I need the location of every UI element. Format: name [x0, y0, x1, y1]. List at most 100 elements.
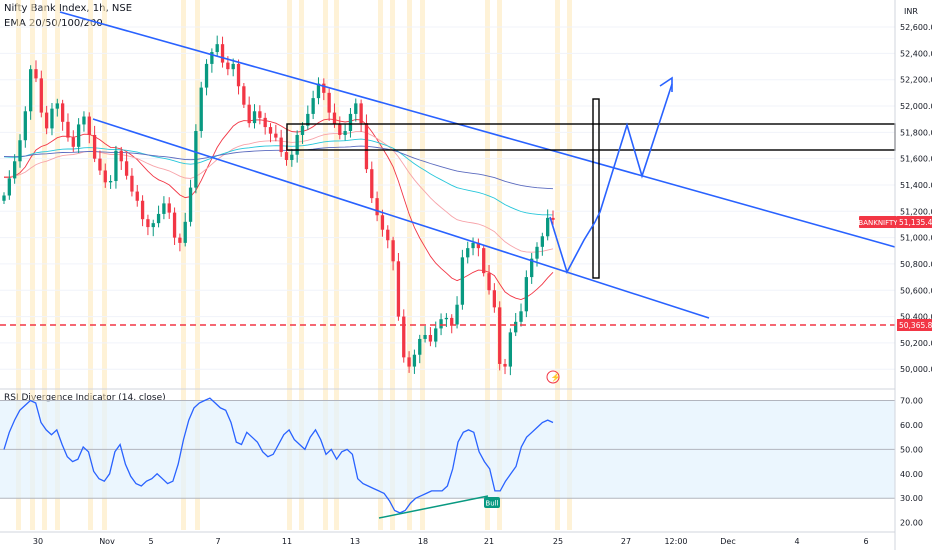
candle[interactable] [162, 203, 166, 214]
rsi-pane[interactable] [0, 388, 895, 514]
candle[interactable] [359, 103, 363, 124]
candle[interactable] [364, 123, 369, 170]
candle[interactable] [514, 321, 518, 333]
candle[interactable] [418, 338, 422, 355]
candle[interactable] [535, 246, 539, 259]
candle[interactable] [50, 108, 54, 129]
candle[interactable] [322, 83, 326, 93]
candle[interactable] [13, 161, 17, 179]
candle[interactable] [44, 112, 49, 129]
candle[interactable] [82, 116, 86, 125]
candle[interactable] [306, 113, 310, 126]
candle[interactable] [300, 125, 305, 135]
candle[interactable] [39, 78, 43, 113]
candle[interactable] [151, 223, 155, 228]
candle[interactable] [434, 328, 438, 342]
candle[interactable] [231, 63, 235, 70]
candle[interactable] [391, 240, 395, 262]
candle[interactable] [60, 103, 65, 122]
candle[interactable] [194, 131, 198, 188]
candle[interactable] [103, 170, 107, 183]
candle[interactable] [402, 316, 406, 358]
candle[interactable] [466, 248, 470, 258]
candle[interactable] [375, 198, 379, 216]
candle[interactable] [407, 357, 411, 367]
candle[interactable] [482, 248, 486, 274]
candle[interactable] [492, 290, 497, 308]
candles[interactable] [2, 35, 555, 376]
candle[interactable] [428, 334, 433, 342]
candle[interactable] [124, 161, 129, 176]
candle[interactable] [258, 111, 262, 118]
candle[interactable] [439, 319, 443, 329]
candle[interactable] [188, 187, 193, 222]
candle[interactable] [476, 242, 481, 249]
candle[interactable] [540, 236, 544, 247]
candle[interactable] [18, 140, 22, 162]
candle[interactable] [343, 131, 347, 135]
candle[interactable] [412, 354, 417, 367]
candle[interactable] [71, 137, 75, 147]
candle[interactable] [524, 277, 529, 312]
candle[interactable] [396, 261, 401, 317]
candle[interactable] [204, 63, 209, 88]
candle[interactable] [226, 62, 230, 70]
candle[interactable] [28, 69, 33, 112]
candle[interactable] [498, 307, 502, 364]
candle[interactable] [450, 317, 454, 325]
candle[interactable] [34, 69, 38, 79]
candle[interactable] [311, 98, 315, 114]
candle[interactable] [66, 121, 70, 138]
lower-trendline[interactable] [92, 118, 710, 319]
candle[interactable] [444, 317, 449, 320]
candle[interactable] [156, 213, 161, 224]
candle[interactable] [242, 86, 246, 105]
candle[interactable] [98, 158, 102, 171]
candle[interactable] [146, 219, 150, 228]
candle[interactable] [130, 175, 134, 192]
candle[interactable] [167, 203, 171, 213]
candle[interactable] [7, 178, 11, 196]
candle[interactable] [268, 127, 273, 134]
candle[interactable] [295, 134, 299, 155]
candle[interactable] [76, 124, 81, 147]
candle[interactable] [386, 229, 390, 241]
candle[interactable] [199, 87, 203, 132]
candle[interactable] [55, 103, 59, 109]
candle[interactable] [172, 212, 177, 238]
target-range-box[interactable] [592, 98, 600, 279]
projection-path[interactable] [549, 83, 673, 275]
candle[interactable] [140, 200, 145, 220]
candle[interactable] [23, 111, 27, 141]
candle[interactable] [551, 217, 555, 220]
candle[interactable] [263, 117, 267, 128]
candle[interactable] [530, 258, 534, 278]
candle[interactable] [290, 154, 294, 160]
candle[interactable] [220, 44, 225, 63]
candle[interactable] [215, 44, 219, 53]
candle[interactable] [455, 304, 459, 325]
candle[interactable] [460, 257, 465, 305]
candle[interactable] [338, 124, 342, 135]
candle[interactable] [236, 63, 241, 87]
candle[interactable] [370, 169, 374, 199]
candle[interactable] [332, 112, 337, 125]
drawings[interactable]: ⚡ [0, 11, 896, 384]
candle[interactable] [247, 104, 251, 124]
candle[interactable] [183, 221, 187, 243]
candle[interactable] [210, 52, 214, 64]
candle[interactable] [114, 150, 118, 182]
candle[interactable] [284, 152, 289, 160]
candle[interactable] [546, 217, 550, 237]
candle[interactable] [252, 111, 257, 124]
candle[interactable] [135, 191, 139, 201]
rsi-line[interactable] [3, 397, 554, 514]
candle[interactable] [178, 237, 182, 243]
flash-icon[interactable] [546, 370, 560, 384]
candle[interactable] [108, 181, 113, 183]
candle[interactable] [316, 83, 321, 99]
candle[interactable] [380, 215, 385, 230]
candle[interactable] [423, 334, 427, 339]
candle[interactable] [87, 116, 91, 135]
